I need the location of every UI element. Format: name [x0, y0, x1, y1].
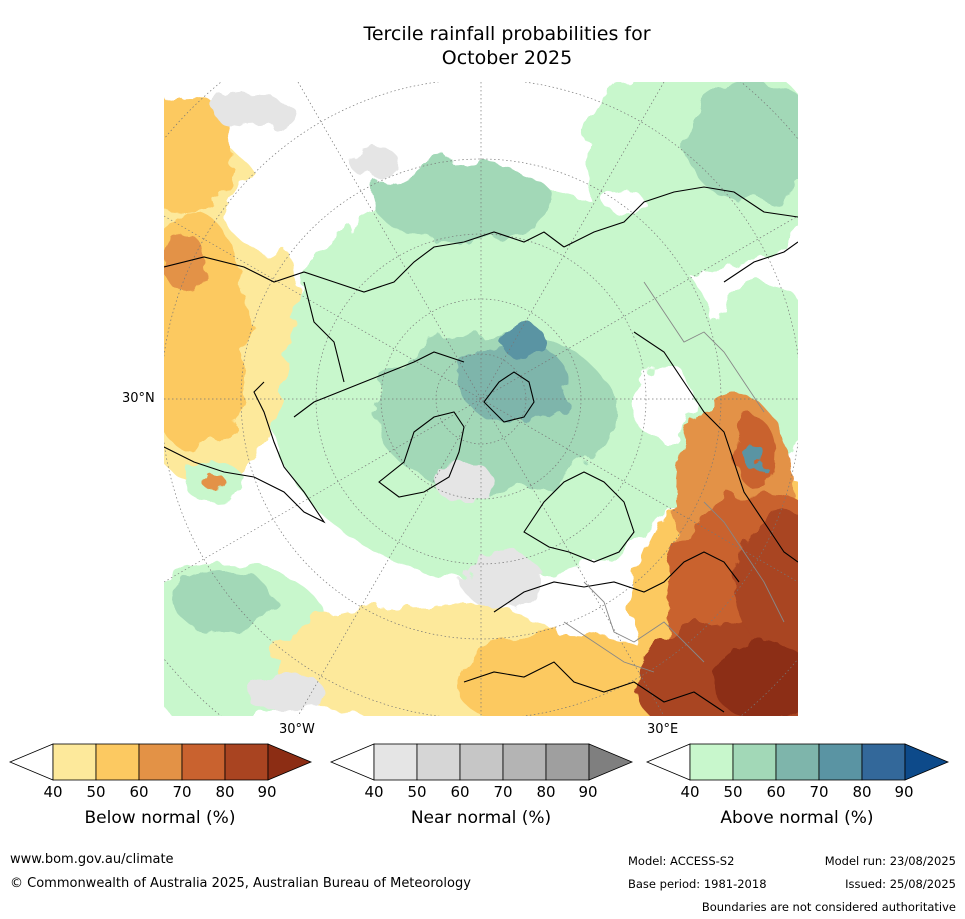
tick-label: 50	[86, 783, 106, 801]
colorbar-swatch	[689, 743, 734, 781]
colorbar-swatch	[52, 743, 97, 781]
borders	[563, 281, 785, 673]
colorbar-swatch	[416, 743, 461, 781]
tick-label: 80	[536, 783, 556, 801]
coastlines	[164, 186, 798, 713]
issued-text: Issued: 25/08/2025	[845, 877, 956, 891]
tick-label: 80	[215, 783, 235, 801]
colorbar-below-swatches	[8, 743, 313, 781]
model-text: Model: ACCESS-S2	[628, 854, 735, 868]
colorbar-swatch	[95, 743, 140, 781]
tick-label: 40	[43, 783, 63, 801]
probability-field	[164, 82, 798, 716]
base-period-text: Base period: 1981-2018	[628, 877, 767, 891]
tick-label: 50	[723, 783, 743, 801]
colorbar-swatch	[545, 743, 590, 781]
colorbar-swatch	[861, 743, 906, 781]
colorbar-low-extend	[645, 743, 691, 781]
colorbar-near-normal	[329, 743, 634, 781]
colorbar-swatch	[138, 743, 183, 781]
colorbar-swatch	[818, 743, 863, 781]
tick-label: 90	[257, 783, 277, 801]
map-title: Tercile rainfall probabilities for Octob…	[0, 22, 965, 70]
colorbar-below-normal	[8, 743, 313, 781]
tick-label: 80	[852, 783, 872, 801]
tick-label: 40	[364, 783, 384, 801]
disclaimer-text: Boundaries are not considered authoritat…	[701, 900, 956, 914]
longitude-label-30e: 30°E	[647, 722, 679, 737]
colorbar-swatch	[502, 743, 547, 781]
tick-label: 60	[766, 783, 786, 801]
tick-label: 70	[172, 783, 192, 801]
colorbar-above-title: Above normal (%)	[720, 808, 874, 828]
colorbar-low-extend	[8, 743, 54, 781]
colorbar-above-normal	[645, 743, 950, 781]
colorbar-swatch	[181, 743, 226, 781]
latitude-label-30n: 30°N	[122, 391, 155, 406]
colorbar-above-swatches	[645, 743, 950, 781]
colorbar-swatch	[459, 743, 504, 781]
title-line-2: October 2025	[441, 47, 573, 69]
colorbar-near-title: Near normal (%)	[410, 808, 552, 828]
model-run-text: Model run: 23/08/2025	[824, 854, 956, 868]
colorbar-high-extend	[904, 743, 950, 781]
title-line-1: Tercile rainfall probabilities for	[363, 23, 651, 45]
colorbar-swatch	[775, 743, 820, 781]
colorbar-swatch	[373, 743, 418, 781]
colorbar-near-swatches	[329, 743, 634, 781]
polar-probability-map	[164, 82, 798, 716]
tick-label: 70	[493, 783, 513, 801]
tick-label: 50	[407, 783, 427, 801]
colorbar-swatch	[732, 743, 777, 781]
tick-label: 60	[129, 783, 149, 801]
tick-label: 70	[809, 783, 829, 801]
graticule	[164, 82, 798, 716]
copyright-text: © Commonwealth of Australia 2025, Austra…	[10, 876, 471, 891]
tick-label: 40	[680, 783, 700, 801]
colorbar-swatch	[224, 743, 269, 781]
tick-label: 90	[894, 783, 914, 801]
website-link[interactable]: www.bom.gov.au/climate	[10, 852, 174, 867]
colorbar-high-extend	[588, 743, 634, 781]
longitude-label-30w: 30°W	[279, 722, 315, 737]
colorbar-high-extend	[267, 743, 313, 781]
tick-label: 90	[578, 783, 598, 801]
tick-label: 60	[450, 783, 470, 801]
colorbar-low-extend	[329, 743, 375, 781]
colorbar-below-title: Below normal (%)	[84, 808, 236, 828]
